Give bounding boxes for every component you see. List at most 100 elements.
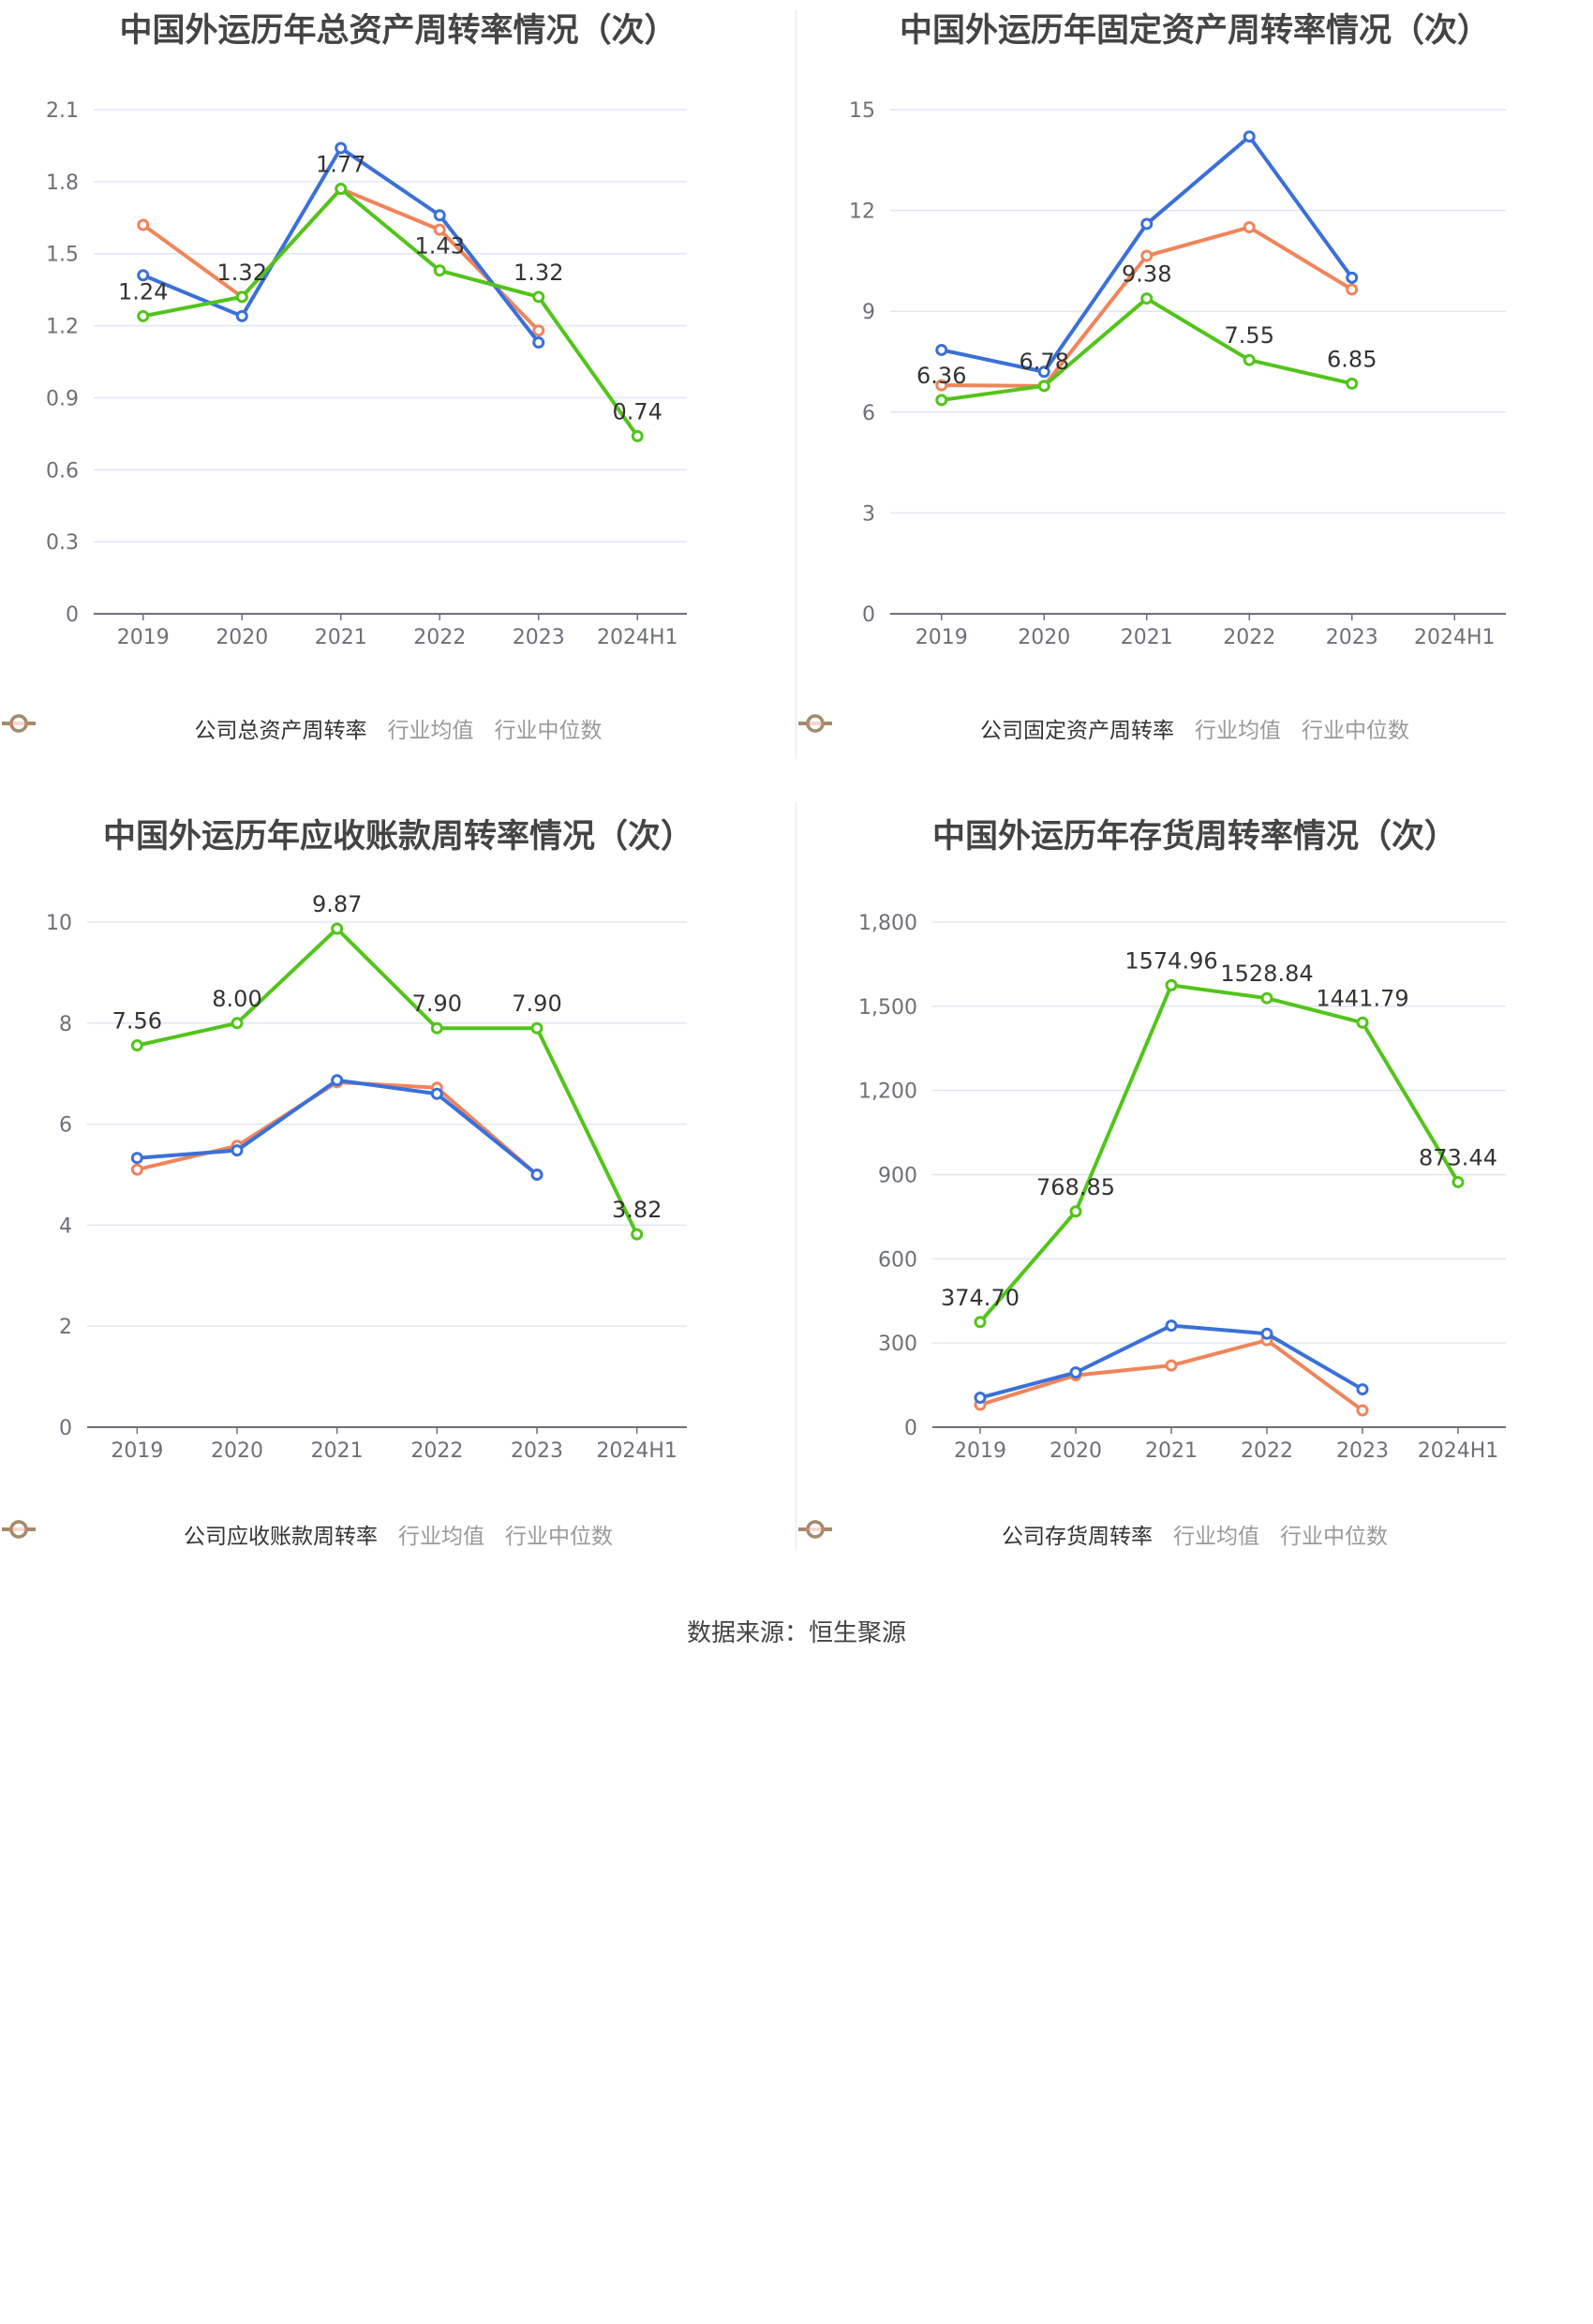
data-point	[974, 1316, 987, 1329]
legend-label: 行业均值	[387, 719, 474, 743]
series-line	[142, 186, 639, 438]
legend: 公司固定资产周转率 行业均值 行业中位数	[796, 712, 1593, 744]
x-tick-label: 2021	[311, 1439, 364, 1463]
y-tick-label: 3	[862, 502, 875, 526]
y-tick-label: 300	[878, 1333, 917, 1356]
x-tick-label: 2021	[1145, 1439, 1198, 1463]
data-label: 9.38	[1122, 261, 1171, 288]
chart-plot: 0 3 6 9 12 15 2019 2020 2021 2022 2023 2024H1 6.36 6.…	[849, 99, 1506, 649]
y-tick-label: 8	[59, 1013, 72, 1036]
data-point	[130, 1152, 143, 1165]
data-label: 6.36	[916, 363, 966, 389]
data-point	[1346, 271, 1359, 284]
data-label: 1528.84	[1220, 961, 1313, 987]
data-point	[433, 264, 446, 277]
data-label: 6.78	[1020, 349, 1069, 375]
legend-marker-icon	[798, 1520, 832, 1539]
data-label: 0.74	[613, 398, 663, 425]
data-label: 9.87	[312, 891, 362, 917]
data-point	[1165, 978, 1178, 991]
data-point	[631, 429, 644, 442]
y-tick-label: 0	[59, 1417, 72, 1440]
data-point	[433, 209, 446, 222]
legend-label: 行业中位数	[505, 1525, 613, 1549]
legend-label: 公司应收账款周转率	[184, 1525, 378, 1549]
data-point	[631, 1228, 644, 1241]
x-tick-label: 2022	[413, 626, 466, 649]
y-tick-label: 1.8	[46, 171, 79, 195]
data-point	[935, 343, 948, 356]
data-point	[335, 142, 348, 155]
x-tick-label: 2023	[1326, 626, 1378, 649]
y-tick-label: 9	[862, 301, 875, 324]
data-point	[137, 269, 150, 282]
data-point	[1140, 249, 1154, 262]
legend-label: 行业均值	[1173, 1525, 1259, 1549]
data-label: 1.24	[118, 278, 168, 305]
y-tick-label: 0.6	[46, 459, 79, 483]
chart-title: 中国外运历年固定资产周转率情况（次）	[899, 12, 1490, 50]
chart-plot: 0 0.3 0.6 0.9 1.2 1.5 1.8 2.1 2019 2020 2021 2022 20…	[46, 99, 687, 649]
legend: 公司总资产周转率 行业均值 行业中位数	[0, 712, 796, 744]
x-tick-label: 2022	[410, 1439, 463, 1463]
data-point	[335, 183, 348, 196]
data-point	[1243, 353, 1256, 366]
chart-panel-total-asset-turnover: 中国外运历年总资产周转率情况（次） 0 0.3 0.6 0.9 1.2 1.5 1.8 2.1…	[0, 0, 796, 806]
x-tick-label: 2023	[1336, 1439, 1389, 1463]
y-tick-label: 2.1	[46, 99, 79, 123]
legend-item[interactable]: 行业中位数	[798, 712, 1409, 744]
data-label: 768.85	[1036, 1174, 1115, 1200]
data-point	[1165, 1359, 1178, 1372]
x-tick-label: 2019	[954, 1439, 1006, 1463]
y-tick-label: 6	[59, 1114, 72, 1138]
data-point	[1356, 1404, 1369, 1417]
y-tick-label: 1.5	[46, 244, 79, 267]
legend: 公司存货周转率 行业均值 行业中位数	[796, 1518, 1593, 1550]
data-point	[130, 1039, 143, 1052]
x-tick-label: 2020	[1050, 1439, 1102, 1463]
data-point	[1452, 1175, 1465, 1188]
x-tick-label: 2020	[1018, 626, 1070, 649]
x-tick-label: 2021	[1121, 626, 1173, 649]
x-tick-label: 2019	[111, 1439, 163, 1463]
y-tick-label: 10	[46, 912, 72, 935]
x-tick-label: 2024H1	[1414, 626, 1496, 649]
legend-label: 行业中位数	[494, 719, 603, 743]
y-tick-label: 0.3	[46, 531, 79, 555]
data-label: 1441.79	[1316, 985, 1408, 1011]
legend-item[interactable]: 公司总资产周转率	[2, 712, 367, 744]
y-tick-label: 900	[878, 1165, 917, 1188]
x-tick-label: 2019	[916, 626, 968, 649]
data-point	[331, 1074, 344, 1087]
legend-marker-icon	[2, 714, 36, 733]
y-tick-label: 0.9	[46, 387, 79, 410]
data-label: 6.85	[1327, 346, 1377, 372]
series-line	[141, 186, 541, 333]
data-point	[530, 1021, 543, 1035]
y-tick-label: 2	[59, 1316, 72, 1339]
data-label: 1.43	[415, 233, 465, 260]
legend-label: 行业中位数	[1280, 1525, 1388, 1549]
chart-title: 中国外运历年应收账款周转率情况（次）	[102, 818, 693, 856]
legend-label: 行业均值	[1195, 719, 1281, 743]
data-label: 1.32	[514, 260, 563, 286]
chart-panel-receivables-turnover: 中国外运历年应收账款周转率情况（次） 0 2 4 6 8 10 2019 2020 2021 20…	[0, 806, 796, 1612]
x-tick-label: 2024H1	[1418, 1439, 1499, 1463]
legend: 公司应收账款周转率 行业均值 行业中位数	[0, 1518, 796, 1550]
y-tick-label: 4	[59, 1214, 72, 1238]
data-point	[430, 1021, 443, 1035]
data-point	[1260, 991, 1273, 1005]
data-point	[935, 379, 948, 392]
legend-item[interactable]: 行业中位数	[798, 1518, 1388, 1550]
data-label: 7.56	[112, 1008, 162, 1035]
data-point	[1037, 380, 1050, 393]
x-tick-label: 2021	[315, 626, 367, 649]
legend-label: 行业中位数	[1302, 719, 1409, 743]
legend-label: 公司存货周转率	[1002, 1525, 1153, 1549]
legend-item[interactable]: 行业中位数	[2, 1518, 613, 1550]
legend-item[interactable]: 行业中位数	[2, 712, 603, 744]
x-tick-label: 2023	[511, 1439, 563, 1463]
data-point	[1243, 221, 1256, 234]
x-tick-label: 2022	[1223, 626, 1275, 649]
data-point	[235, 309, 248, 322]
